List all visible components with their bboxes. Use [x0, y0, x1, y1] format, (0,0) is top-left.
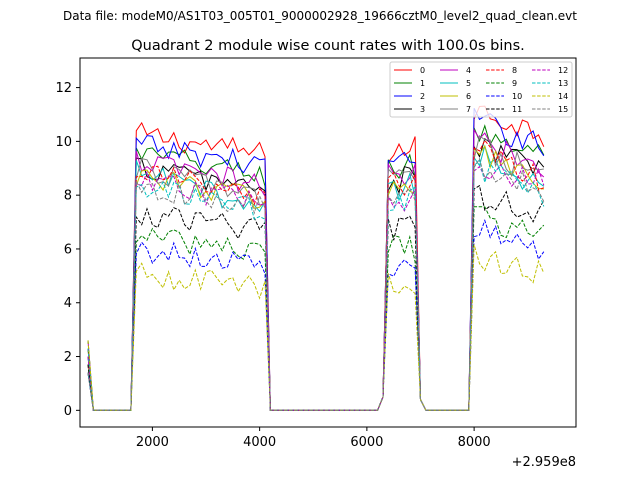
- legend-label-15: 15: [558, 105, 568, 114]
- legend-frame: [389, 61, 573, 118]
- legend-label-11: 11: [512, 105, 522, 114]
- chart-suptitle: Data file: modeM0/AS1T03_005T01_90000029…: [63, 9, 577, 23]
- legend-label-8: 8: [512, 66, 517, 75]
- legend-label-2: 2: [420, 92, 425, 101]
- chart-title: Quadrant 2 module wise count rates with …: [131, 38, 525, 54]
- y-tick-label: 10: [55, 135, 72, 150]
- y-tick-label: 12: [55, 81, 72, 96]
- legend-label-13: 13: [558, 79, 568, 88]
- x-tick-label: 4000: [243, 435, 276, 450]
- legend-label-0: 0: [420, 66, 425, 75]
- legend-label-9: 9: [512, 79, 517, 88]
- x-tick-label: 2000: [136, 435, 169, 450]
- plot-area: [79, 57, 577, 428]
- series-lines: [87, 105, 545, 411]
- y-tick-label: 4: [64, 296, 72, 311]
- y-tick-label: 2: [64, 350, 72, 365]
- y-axis: 0 2 4 6 8 10 12: [55, 81, 80, 419]
- legend-label-1: 1: [420, 79, 425, 88]
- legend-label-14: 14: [558, 92, 568, 101]
- x-offset-label: +2.959e8: [512, 455, 576, 470]
- y-tick-label: 8: [64, 189, 72, 204]
- legend-label-7: 7: [466, 105, 471, 114]
- y-tick-label: 0: [64, 404, 72, 419]
- y-tick-label: 6: [64, 242, 72, 257]
- x-axis: 2000 4000 6000 8000: [136, 427, 491, 450]
- legend-label-4: 4: [466, 66, 471, 75]
- x-tick-label: 6000: [350, 435, 383, 450]
- legend-label-12: 12: [558, 66, 568, 75]
- x-tick-label: 8000: [458, 435, 491, 450]
- legend-label-5: 5: [466, 79, 471, 88]
- legend-label-3: 3: [420, 105, 425, 114]
- legend-label-6: 6: [466, 92, 471, 101]
- axes-frame: [79, 57, 577, 428]
- legend-label-10: 10: [512, 92, 522, 101]
- series-line-15: [87, 157, 545, 411]
